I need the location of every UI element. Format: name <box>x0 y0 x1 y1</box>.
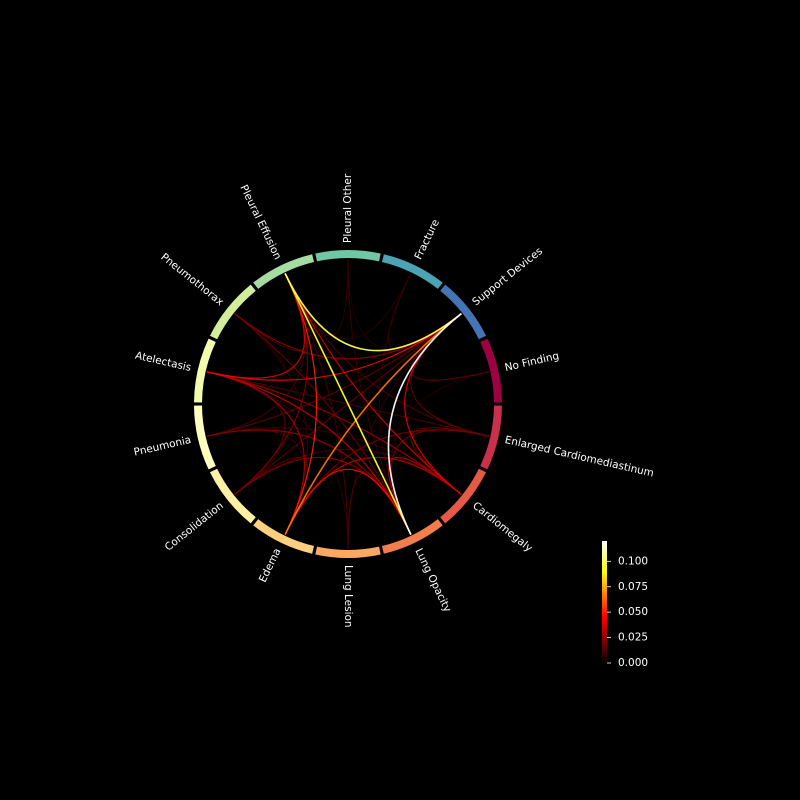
colorbar-tick-label: 0.025 <box>618 632 648 644</box>
colorbar-tick-label: 0.075 <box>618 581 648 593</box>
colorbar-tick-label: 0.050 <box>618 606 648 618</box>
colorbar-tick-label: 0.100 <box>618 555 648 567</box>
colorbar-tick-label: 0.000 <box>618 657 648 669</box>
node-label-lung-lesion: Lung Lesion <box>342 565 354 628</box>
colorbar-gradient <box>602 541 607 663</box>
node-label-pleural-other: Pleural Other <box>342 173 354 243</box>
